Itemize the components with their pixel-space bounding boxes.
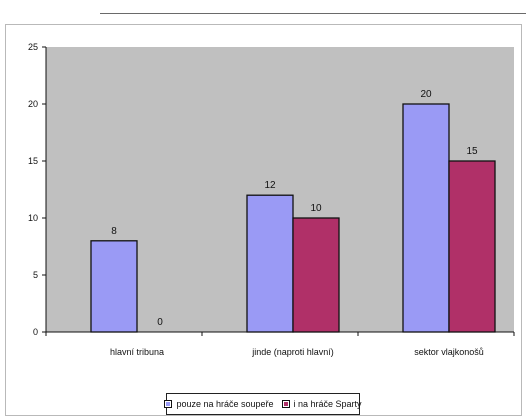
data-label-1-2: 12 <box>264 180 276 191</box>
y-tick-label: 0 <box>33 327 38 337</box>
y-tick-label: 25 <box>28 42 38 52</box>
legend-swatch-series-2 <box>281 400 290 408</box>
bar-1-1 <box>90 240 138 333</box>
top-rule <box>100 13 526 14</box>
legend: pouze na hráče soupeře i na hráče Sparty <box>164 393 362 415</box>
legend-label-series-2: i na hráče Sparty <box>293 399 362 409</box>
bar-1-3 <box>402 103 450 333</box>
legend-swatch-series-1 <box>164 400 173 408</box>
y-tick-label: 5 <box>33 270 38 280</box>
x-category-label-3: sektor vlajkonošů <box>414 347 484 357</box>
x-category-label-1: hlavní tribuna <box>110 347 164 357</box>
legend-item-series-1: pouze na hráče soupeře <box>164 399 274 409</box>
data-label-1-3: 20 <box>420 89 432 100</box>
data-label-2-1: 0 <box>157 317 163 328</box>
legend-item-series-2: i na hráče Sparty <box>281 399 362 409</box>
y-tick-label: 15 <box>28 156 38 166</box>
y-tick-label: 20 <box>28 99 38 109</box>
bar-2-3 <box>448 160 496 333</box>
x-category-label-2: jinde (naproti hlavní) <box>251 347 334 357</box>
bar-chart: 0 5 10 15 20 25 8 0 hlavní tribuna 12 10 jinde (nap… <box>28 42 515 357</box>
bar-1-2 <box>246 194 294 333</box>
y-tick-label: 10 <box>28 213 38 223</box>
bar-2-2 <box>292 217 340 333</box>
legend-label-series-1: pouze na hráče soupeře <box>176 399 274 409</box>
data-label-1-1: 8 <box>111 226 117 237</box>
chart-area: 0 5 10 15 20 25 8 0 hlavní tribuna 12 10 jinde (nap… <box>5 24 522 416</box>
data-label-2-3: 15 <box>466 146 478 157</box>
data-label-2-2: 10 <box>310 203 322 214</box>
